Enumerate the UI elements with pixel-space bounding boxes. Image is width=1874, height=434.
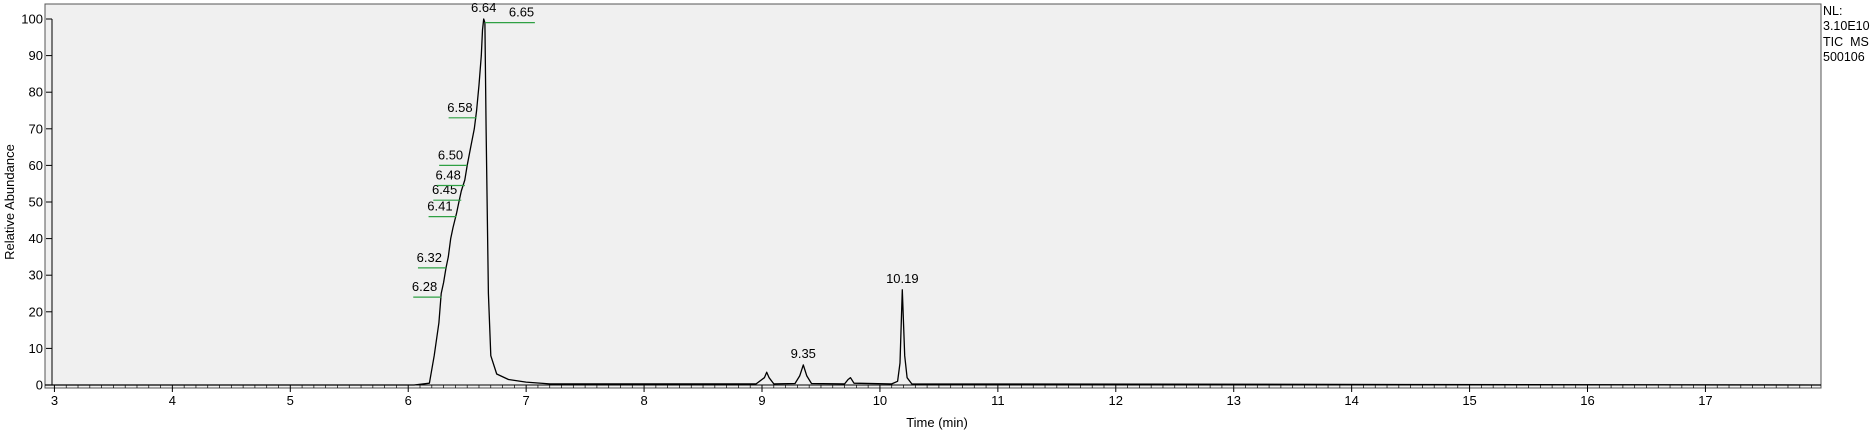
- peak-label-text: 6.50: [438, 147, 463, 162]
- nl-value: 3.10E10: [1823, 19, 1870, 33]
- y-tick-label: 10: [29, 341, 43, 356]
- x-tick-label: 5: [287, 393, 294, 408]
- y-tick-label: 20: [29, 304, 43, 319]
- peak-label: 6.50: [438, 147, 468, 166]
- x-tick-label: 16: [1580, 393, 1594, 408]
- x-tick-label: 10: [873, 393, 887, 408]
- peak-label: 9.35: [791, 346, 816, 361]
- x-tick-label: 9: [758, 393, 765, 408]
- x-tick-label: 13: [1226, 393, 1240, 408]
- peak-label-text: 6.28: [412, 279, 437, 294]
- peak-label: 6.48: [436, 168, 465, 187]
- x-tick-label: 8: [640, 393, 647, 408]
- x-tick-label: 15: [1462, 393, 1476, 408]
- x-tick-label: 12: [1109, 393, 1123, 408]
- x-tick-label: 4: [169, 393, 176, 408]
- peak-label-group: 6.28 6.32 6.41 6.456.48 6.50 6.58 6.64 6.65 9.35…: [412, 0, 919, 361]
- peak-label-text: 6.64: [471, 0, 496, 15]
- peak-label-text: 10.19: [886, 271, 919, 286]
- x-axis-title: Time (min): [906, 415, 968, 430]
- sample-id: 500106: [1823, 50, 1865, 64]
- peak-label-text: 6.65: [509, 5, 534, 20]
- plot-area: [44, 3, 1822, 389]
- y-tick-label: 30: [29, 268, 43, 283]
- x-tick-label: 17: [1698, 393, 1712, 408]
- peak-label-text: 6.45: [432, 182, 457, 197]
- peak-label: 6.28: [412, 279, 442, 298]
- peak-label-text: 6.48: [436, 168, 461, 183]
- peak-label-text: 6.32: [417, 250, 442, 265]
- y-tick-label: 80: [29, 85, 43, 100]
- x-tick-label: 6: [405, 393, 412, 408]
- peak-label: 6.65: [484, 5, 535, 24]
- y-tick-label: 90: [29, 48, 43, 63]
- trace-type: TIC MS: [1823, 35, 1869, 49]
- peak-label-text: 6.41: [427, 199, 452, 214]
- y-tick-label: 50: [29, 195, 43, 210]
- x-tick-group: 3 4 5 6 7 8 9 10 11 12 13 14 15 16 17: [51, 385, 1713, 408]
- y-tick-label: 40: [29, 231, 43, 246]
- peak-label-text: 6.58: [447, 100, 472, 115]
- y-tick-group: 0 10 20 30 40 50 60 70 80 90 100: [21, 12, 52, 393]
- peak-label: 6.41: [427, 199, 457, 218]
- peak-label-text: 9.35: [791, 346, 816, 361]
- y-tick-label: 60: [29, 158, 43, 173]
- x-tick-label: 3: [51, 393, 58, 408]
- nl-label: NL:: [1823, 4, 1842, 18]
- x-tick-label: 11: [991, 393, 1005, 408]
- y-tick-label: 70: [29, 121, 43, 136]
- x-tick-label: 14: [1344, 393, 1358, 408]
- tic-trace-line: [45, 18, 1822, 386]
- y-tick-label: 0: [36, 378, 43, 393]
- peak-label: 6.58: [447, 100, 477, 119]
- peak-label: 6.32: [417, 250, 446, 269]
- y-axis-title: Relative Abundance: [2, 144, 17, 260]
- x-tick-label: 7: [523, 393, 530, 408]
- y-tick-label: 100: [21, 12, 43, 27]
- x-minor-ticks: [65, 385, 1812, 388]
- peak-label: 10.19: [886, 271, 919, 286]
- peak-label: 6.64: [471, 0, 496, 15]
